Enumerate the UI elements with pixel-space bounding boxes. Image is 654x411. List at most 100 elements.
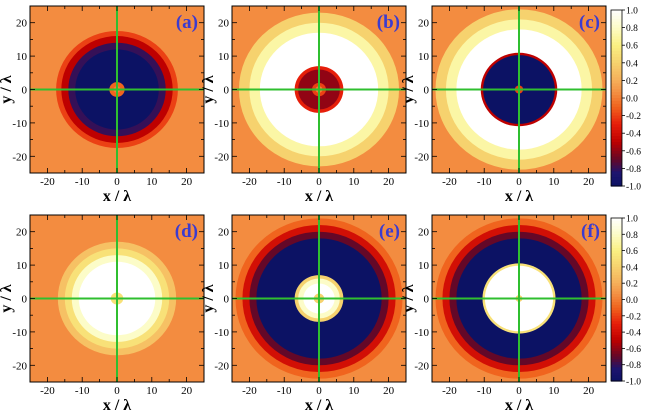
colorbar-tick-label: 0.0: [626, 95, 638, 105]
colorbar-tick-label: 0.2: [626, 77, 638, 87]
colorbar-segment: [611, 74, 622, 79]
colorbar-segment: [611, 361, 622, 366]
y-tick-label: 0: [224, 85, 230, 97]
colorbar-segment: [611, 372, 622, 377]
x-tick-label: 0: [316, 176, 322, 188]
colorbar-segment: [611, 294, 622, 298]
colorbar-segment: [611, 218, 622, 222]
colorbar-segment: [611, 165, 622, 169]
y-tick-label: -20: [12, 151, 27, 163]
y-tick-label: -10: [414, 327, 429, 339]
colorbar-segment: [611, 351, 622, 355]
y-tick-label: 10: [418, 51, 430, 63]
x-tick-label: -20: [442, 176, 457, 188]
y-axis-label: y / λ: [400, 284, 417, 312]
colorbar-segment: [611, 231, 622, 235]
colorbar-segment: [611, 359, 622, 363]
colorbar-segment: [611, 340, 622, 344]
x-tick-label: 0: [114, 385, 120, 397]
colorbar-segment: [611, 54, 622, 58]
colorbar-segment: [611, 228, 622, 233]
x-tick-label: 0: [516, 176, 522, 188]
colorbar-segment: [611, 304, 622, 309]
x-axis-label: x / λ: [103, 397, 131, 411]
x-tick-label: 10: [348, 385, 360, 397]
y-tick-label: -10: [414, 118, 429, 130]
x-tick-label: -20: [40, 385, 55, 397]
y-tick-label: 0: [424, 294, 430, 306]
colorbar-segment: [611, 103, 622, 108]
colorbar-segment: [611, 56, 622, 61]
colorbar-segment: [611, 86, 622, 90]
colorbar-segment: [611, 21, 622, 26]
colorbar-segment: [611, 30, 622, 35]
colorbar-segment: [611, 100, 622, 105]
colorbar-tick-label: 0.6: [626, 42, 638, 52]
colorbar-segment: [611, 364, 622, 369]
y-axis-label: y / λ: [0, 75, 15, 103]
y-tick-label: -20: [414, 360, 429, 372]
colorbar-tick-label: -0.6: [626, 147, 641, 157]
colorbar-segment: [611, 112, 622, 117]
x-axis-label: x / λ: [505, 397, 533, 411]
panel-a: -20 -10 0 10 20 -20 -10 0 10 20 x / λ y / λ (a): [0, 5, 205, 205]
colorbar-segment: [611, 33, 622, 37]
y-tick-label: -20: [414, 151, 429, 163]
colorbar-tick-label: 0.2: [626, 280, 638, 290]
colorbar-segment: [611, 348, 622, 352]
x-tick-label: -20: [242, 176, 257, 188]
y-tick-label: 0: [22, 294, 28, 306]
colorbar-segment: [611, 313, 622, 317]
y-axis-label: y / λ: [200, 284, 217, 312]
x-tick-label: 10: [548, 176, 560, 188]
colorbar-segment: [611, 310, 622, 314]
colorbar-segment: [611, 242, 622, 246]
colorbar-segment: [611, 180, 622, 184]
colorbar-segment: [611, 144, 622, 149]
colorbar-segment: [611, 275, 622, 279]
colorbar-segment: [611, 133, 622, 137]
colorbar-segment: [611, 342, 622, 347]
colorbar-segment: [611, 42, 622, 46]
colorbar-segment: [611, 130, 622, 134]
panel-b: -20 -10 0 10 20 -20 -10 0 10 20 x / λ y / λ (b): [200, 5, 407, 205]
colorbar-tick-label: -0.8: [626, 165, 641, 175]
colorbar-segment: [611, 245, 622, 249]
colorbar-tick-label: -0.6: [626, 345, 641, 355]
y-tick-label: 10: [218, 260, 230, 272]
colorbar-segment: [611, 367, 622, 371]
colorbar-tick-label: -0.4: [626, 130, 641, 140]
x-axis-label: x / λ: [305, 188, 333, 205]
y-tick-label: -20: [12, 360, 27, 372]
y-tick-label: 0: [22, 85, 28, 97]
colorbar-segment: [611, 27, 622, 32]
colorbar-segment: [611, 136, 622, 140]
colorbar-segment: [611, 223, 622, 227]
colorbar-segment: [611, 370, 622, 374]
colorbar-segment: [611, 15, 622, 20]
panel-label: (c): [579, 12, 600, 33]
colorbar-segment: [611, 261, 622, 265]
colorbar-segment: [611, 83, 622, 87]
panel-f: -20 -10 0 10 20 -20 -10 0 10 20 x / λ y / λ (f): [400, 214, 607, 411]
colorbar-segment: [611, 283, 622, 287]
colorbar-segment: [611, 220, 622, 225]
x-tick-label: -10: [277, 176, 292, 188]
colorbar-segment: [611, 264, 622, 268]
colorbar-segment: [611, 250, 622, 254]
colorbar-segment: [611, 321, 622, 325]
colorbar-segment: [611, 299, 622, 303]
colorbar-segment: [611, 162, 622, 167]
y-tick-label: -10: [214, 327, 229, 339]
colorbar-segment: [611, 285, 622, 290]
y-tick-label: -20: [214, 360, 229, 372]
x-tick-label: 20: [181, 385, 193, 397]
colorbar-segment: [611, 171, 622, 175]
colorbar-segment: [611, 124, 622, 128]
colorbar-segment: [611, 118, 622, 123]
colorbar-segment: [611, 291, 622, 295]
colorbar-segment: [611, 234, 622, 238]
y-axis-label: y / λ: [0, 284, 15, 312]
colorbar-segment: [611, 36, 622, 40]
colorbar-segment: [611, 147, 622, 152]
